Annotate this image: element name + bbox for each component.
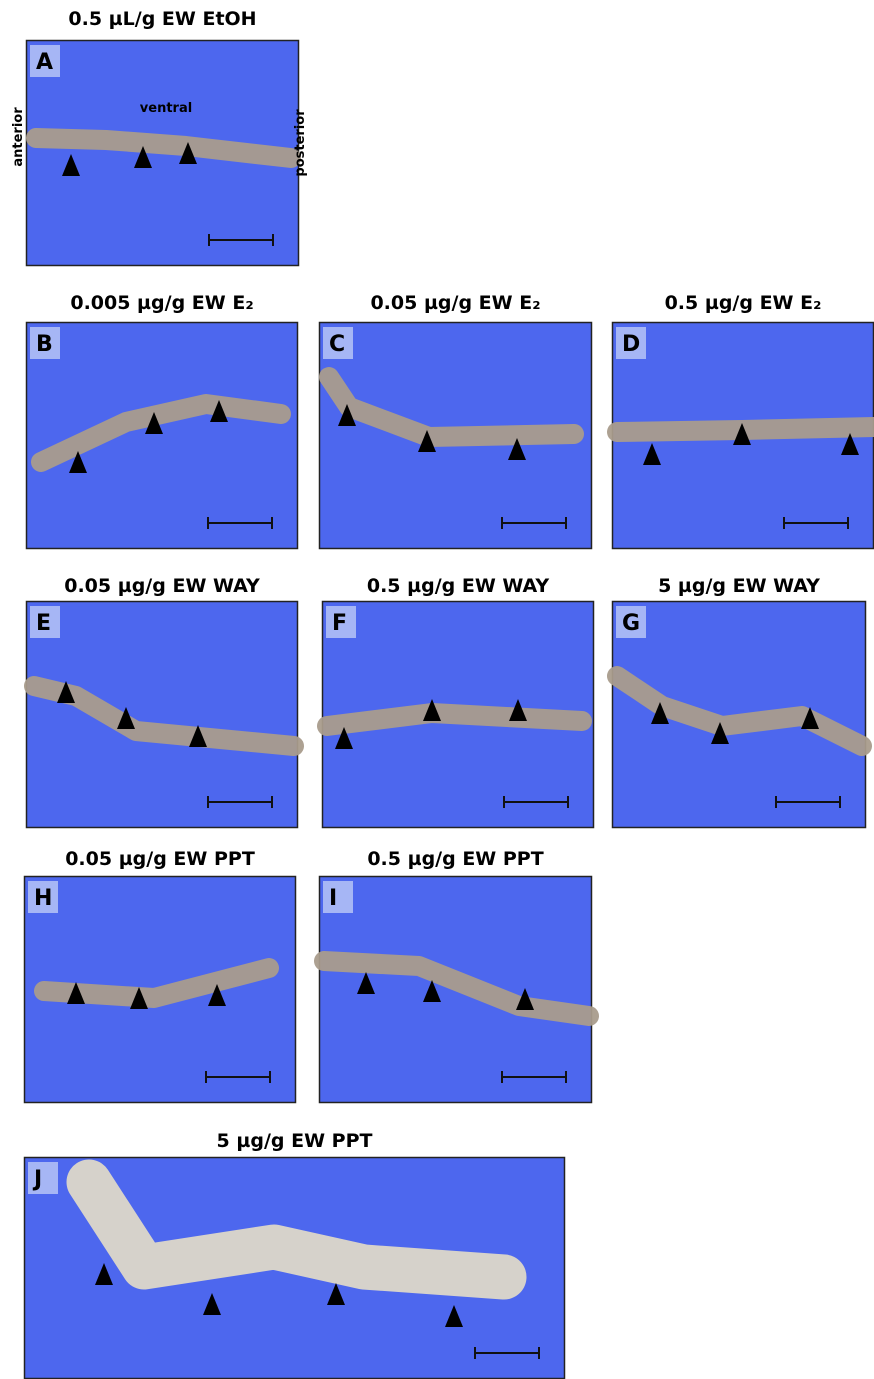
- arrowhead: [516, 988, 534, 1010]
- arrowhead: [67, 982, 85, 1004]
- scale-bar: [205, 1071, 271, 1083]
- letter-box: [326, 606, 356, 638]
- panel: G: [607, 600, 872, 829]
- scale-bar: [501, 517, 567, 529]
- panel: B: [25, 321, 299, 550]
- arrowhead: [69, 451, 87, 473]
- scale-bar: [783, 517, 849, 529]
- specimen: [314, 951, 599, 1026]
- posterior-label: posterior: [293, 109, 308, 177]
- panel-letter: B: [36, 332, 53, 357]
- panel-title: 0.5 µL/g EW EtOH: [68, 8, 256, 30]
- letter-box: [28, 1162, 58, 1194]
- panel-letter: D: [622, 332, 640, 357]
- arrowhead: [335, 727, 353, 749]
- scale-bar: [208, 234, 274, 246]
- arrowhead: [338, 404, 356, 426]
- panel-title: 0.05 µg/g EW E₂: [370, 292, 540, 314]
- specimen: [317, 703, 592, 736]
- panel-letter: H: [34, 886, 52, 911]
- arrowhead: [841, 433, 859, 455]
- scale-bar: [474, 1347, 540, 1359]
- scale-bar: [207, 517, 273, 529]
- panel-letter: C: [329, 332, 345, 357]
- arrowhead: [130, 987, 148, 1009]
- panel-letter: A: [36, 50, 53, 75]
- arrowhead: [651, 702, 669, 724]
- arrowhead: [62, 154, 80, 176]
- panel: D: [607, 321, 874, 550]
- scale-bar: [207, 796, 273, 808]
- arrowhead: [208, 984, 226, 1006]
- panel-background: [25, 321, 299, 550]
- specimen: [607, 417, 874, 442]
- arrowhead: [418, 430, 436, 452]
- panel: H: [23, 875, 297, 1104]
- letter-box: [30, 327, 60, 359]
- letter-box: [616, 327, 646, 359]
- arrowhead: [145, 412, 163, 434]
- letter-box: [30, 45, 60, 77]
- arrowhead: [423, 699, 441, 721]
- panel: C: [318, 321, 593, 550]
- ventral-label: ventral: [140, 101, 192, 116]
- arrowhead: [117, 707, 135, 729]
- panel-background: [25, 600, 299, 829]
- letter-box: [616, 606, 646, 638]
- specimen: [34, 958, 279, 1008]
- specimen: [26, 128, 301, 168]
- arrowhead: [134, 146, 152, 168]
- panel: A: [25, 39, 301, 267]
- specimen: [319, 367, 584, 447]
- panel: I: [314, 875, 599, 1104]
- panel-letter: F: [332, 611, 347, 636]
- panel-title: 5 µg/g EW WAY: [658, 575, 820, 597]
- letter-box: [28, 881, 58, 913]
- specimen: [66, 1159, 527, 1300]
- panel: J: [23, 1156, 566, 1379]
- arrowhead: [711, 722, 729, 744]
- arrowhead: [733, 423, 751, 445]
- arrowhead: [95, 1263, 113, 1285]
- panel-title: 0.05 µg/g EW WAY: [64, 575, 260, 597]
- scale-bar: [503, 796, 569, 808]
- arrowhead: [357, 972, 375, 994]
- arrowhead: [179, 142, 197, 164]
- panel-title: 5 µg/g EW PPT: [217, 1130, 373, 1152]
- letter-box: [323, 881, 353, 913]
- panel-title: 0.5 µg/g EW WAY: [367, 575, 550, 597]
- arrowhead: [57, 681, 75, 703]
- scale-bar: [775, 796, 841, 808]
- arrowhead: [327, 1283, 345, 1305]
- arrowhead: [801, 707, 819, 729]
- panel-title: 0.05 µg/g EW PPT: [65, 848, 255, 870]
- letter-box: [30, 606, 60, 638]
- panel-letter: G: [622, 611, 640, 636]
- anterior-label: anterior: [11, 107, 26, 167]
- arrowhead: [508, 438, 526, 460]
- specimen: [607, 666, 872, 756]
- arrowhead: [189, 725, 207, 747]
- specimen: [24, 676, 304, 756]
- panel-letter: I: [329, 886, 337, 911]
- panel: F: [317, 600, 595, 829]
- arrowhead: [203, 1293, 221, 1315]
- arrowhead: [509, 699, 527, 721]
- letter-box: [323, 327, 353, 359]
- panel-letter: E: [36, 611, 51, 636]
- arrowhead: [643, 443, 661, 465]
- panel-title: 0.5 µg/g EW E₂: [665, 292, 822, 314]
- panel: E: [24, 600, 304, 829]
- specimen: [31, 394, 291, 472]
- panel-title: 0.005 µg/g EW E₂: [70, 292, 253, 314]
- panel-title: 0.5 µg/g EW PPT: [367, 848, 543, 870]
- arrowhead: [423, 980, 441, 1002]
- panel-letter: J: [32, 1167, 42, 1192]
- arrowhead: [210, 400, 228, 422]
- scale-bar: [501, 1071, 567, 1083]
- arrowhead: [445, 1305, 463, 1327]
